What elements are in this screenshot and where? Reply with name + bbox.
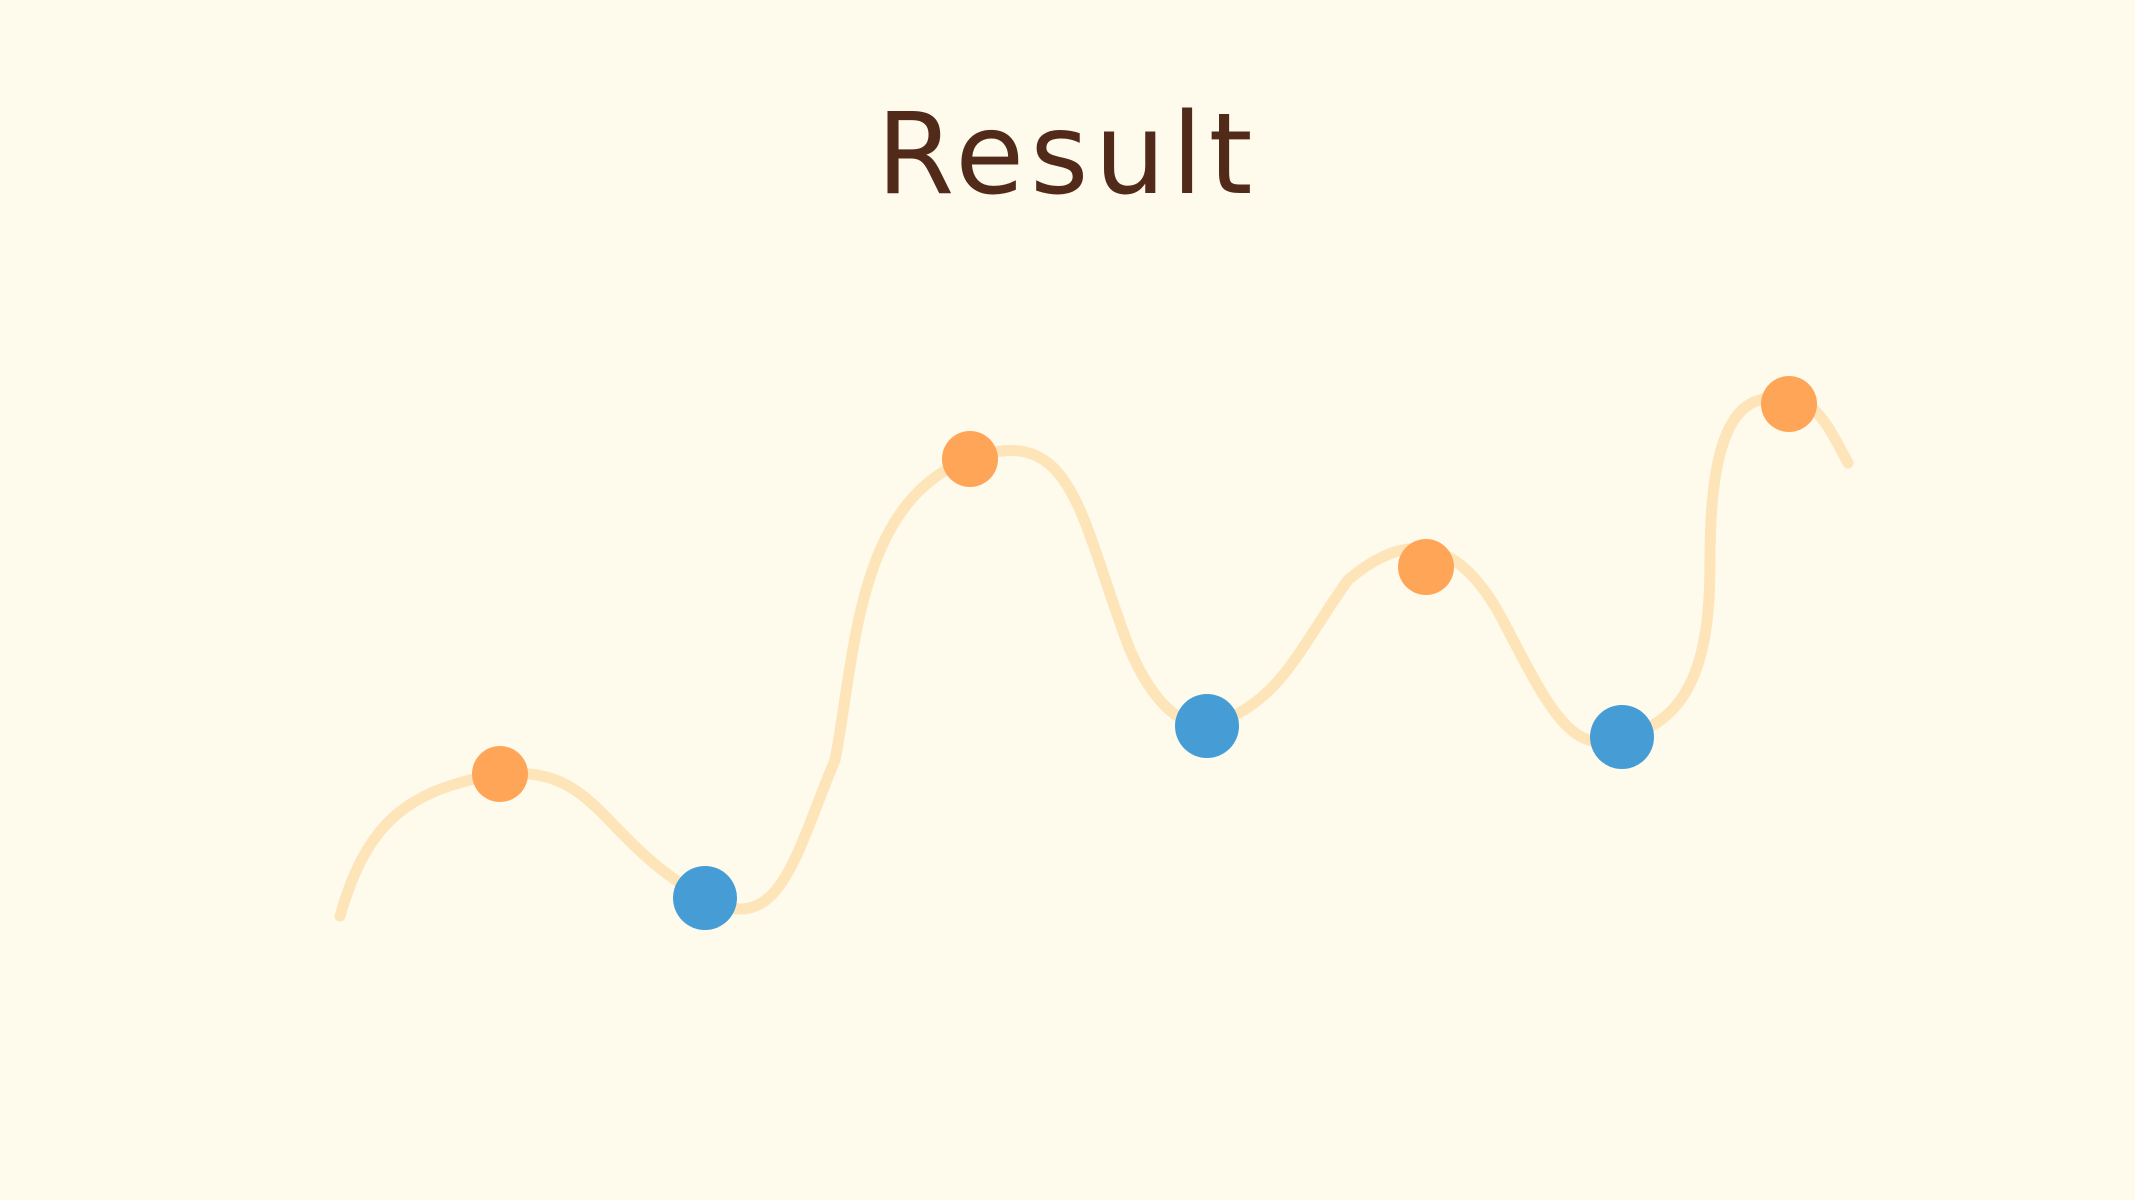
peak-marker — [1761, 376, 1817, 432]
valley-marker — [1175, 694, 1239, 758]
wave-curve — [334, 389, 1854, 922]
valley-marker — [1590, 705, 1654, 769]
markers — [472, 376, 1817, 930]
peak-marker — [942, 431, 998, 487]
peak-marker — [1398, 539, 1454, 595]
valley-marker — [673, 866, 737, 930]
page-title: Result — [876, 90, 1259, 220]
peak-marker — [472, 746, 528, 802]
